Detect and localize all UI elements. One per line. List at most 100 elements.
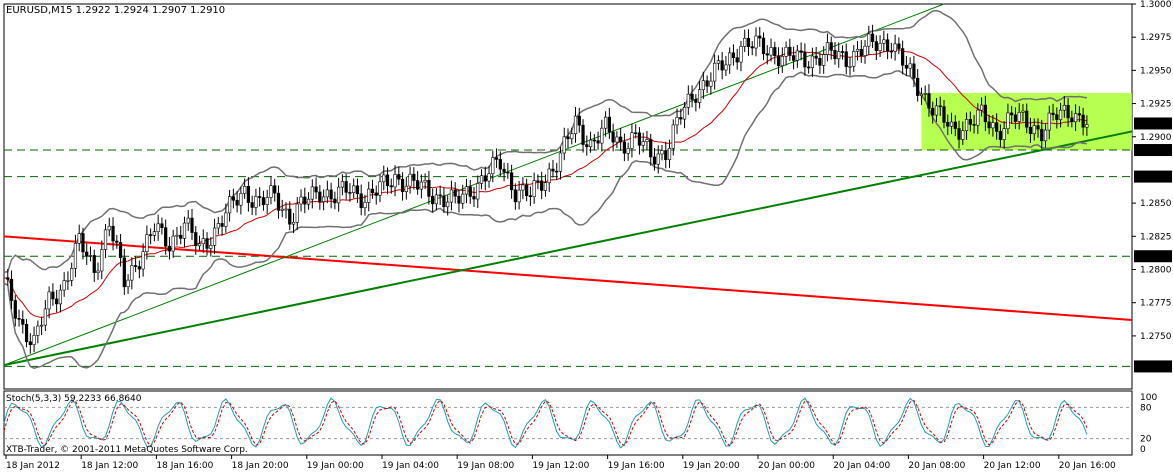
candle-body	[893, 43, 897, 52]
candle-body	[814, 55, 818, 59]
candle-body	[972, 124, 976, 126]
bollinger-upper	[3, 9, 1088, 274]
candle-body	[946, 122, 950, 127]
candle-body	[679, 117, 683, 120]
candle-body	[506, 171, 510, 174]
candle-body	[607, 116, 611, 133]
candle-body	[303, 196, 307, 205]
candle-body	[983, 104, 987, 123]
candle-body	[799, 50, 803, 53]
candle-body	[938, 105, 942, 108]
candle-body	[107, 225, 111, 231]
candle-body	[855, 48, 860, 52]
x-tick-label: 18 Jan 20:00	[232, 461, 289, 471]
price-axis: 1.3000 1.2975 1.2950 1.2925 1.2900 1.2850 1.28…	[1132, 0, 1172, 342]
time-axis: 18 Jan 2012 18 Jan 12:00 18 Jan 16:00 18 Ja…	[5, 455, 1116, 471]
candle-body	[224, 212, 228, 227]
x-tick-label: 20 Jan 00:00	[758, 461, 815, 471]
candle-body	[382, 174, 386, 183]
candle-body	[991, 122, 995, 129]
x-tick-label: 20 Jan 16:00	[1059, 461, 1116, 471]
candle-body	[389, 185, 393, 188]
candle-body	[870, 33, 875, 42]
candle-body	[51, 291, 55, 300]
trendline	[3, 130, 1133, 367]
candle-body	[551, 168, 555, 172]
x-tick-label: 20 Jan 04:00	[833, 461, 890, 471]
candle-body	[731, 52, 736, 59]
candle-body	[261, 197, 266, 205]
candle-body	[367, 188, 371, 203]
candle-body	[28, 341, 32, 345]
x-tick-label: 19 Jan 12:00	[532, 461, 589, 471]
candle-body	[878, 43, 882, 51]
candle-body	[378, 181, 382, 196]
candle-body	[540, 180, 544, 191]
candle-body	[532, 180, 536, 197]
candle-body	[227, 196, 232, 214]
candle-body	[803, 52, 807, 68]
candle-body	[197, 243, 202, 247]
candle-body	[479, 175, 484, 184]
candle-body	[291, 222, 296, 225]
candle-body	[596, 140, 600, 144]
candle-body	[818, 57, 822, 66]
candle-body	[765, 53, 769, 56]
candle-body	[400, 178, 405, 192]
candle-body	[468, 186, 472, 197]
candle-body	[186, 217, 190, 224]
candle-body	[701, 80, 705, 90]
candle-body	[837, 51, 841, 60]
candle-body	[288, 208, 292, 225]
candle-body	[585, 144, 589, 148]
candle-body	[581, 124, 585, 145]
candle-body	[273, 185, 277, 194]
copyright-footer: XTB-Trader, © 2001-2011 MetaQuotes Softw…	[6, 445, 248, 455]
candle-body	[979, 104, 984, 111]
candle-body	[664, 150, 668, 160]
candle-body	[209, 245, 213, 249]
stochastic-tick-label: 80	[1140, 403, 1152, 413]
candle-body	[987, 121, 991, 129]
candle-body	[476, 183, 480, 200]
candle-body	[1085, 124, 1089, 128]
candle-body	[795, 50, 799, 61]
candle-body	[348, 192, 352, 194]
candle-body	[660, 150, 664, 155]
candle-body	[916, 77, 920, 96]
candle-body	[1073, 113, 1078, 123]
candle-body	[840, 51, 845, 53]
candle-body	[931, 107, 935, 116]
candle-body	[769, 47, 773, 56]
candle-body	[58, 289, 63, 305]
candle-body	[626, 148, 630, 154]
candle-body	[810, 55, 815, 68]
candle-body	[412, 173, 416, 181]
candle-body	[547, 168, 551, 184]
candle-body	[848, 65, 852, 68]
candle-body	[784, 46, 788, 57]
candle-body	[1021, 110, 1025, 113]
candle-body	[374, 192, 378, 196]
candle-body	[555, 170, 559, 173]
horizontal-levels: 1.2910 1.2890 1.2870 1.2810 1.2727	[4, 117, 1172, 373]
candle-body	[735, 57, 739, 63]
candle-body	[284, 208, 288, 211]
candle-body	[513, 189, 517, 203]
stochastic-tick-label: 100	[1140, 393, 1157, 403]
stochastic-title: Stoch(5,3,3) 59.2233 66.8640	[6, 394, 142, 404]
candle-body	[337, 186, 341, 204]
candle-body	[24, 324, 29, 343]
candle-body	[427, 179, 431, 197]
candle-body	[780, 56, 784, 67]
candle-body	[352, 185, 356, 193]
y-tick-label: 1.2950	[1140, 66, 1172, 76]
y-tick-label: 1.2825	[1140, 232, 1172, 242]
x-tick-label: 18 Jan 12:00	[81, 461, 138, 471]
candle-body	[17, 318, 21, 320]
candle-body	[487, 173, 491, 182]
candle-body	[919, 93, 924, 96]
candle-body	[9, 278, 14, 301]
